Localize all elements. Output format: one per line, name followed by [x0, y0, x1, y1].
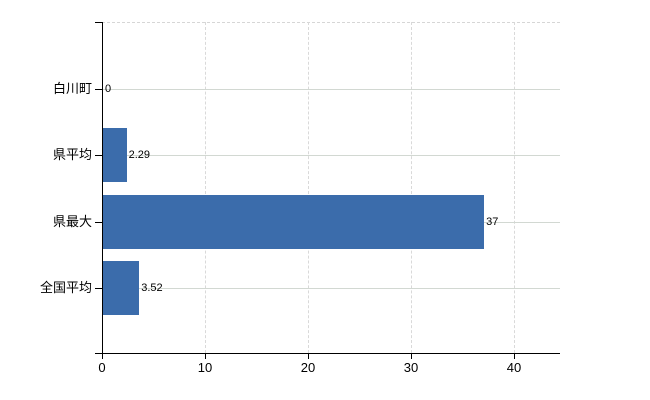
y-axis-tick — [95, 221, 102, 223]
y-axis-tick — [95, 88, 102, 90]
horizontal-gridline — [102, 155, 560, 156]
y-axis-tick — [95, 155, 102, 156]
category-label: 全国平均 — [39, 280, 92, 295]
category-label: 県最大 — [52, 213, 92, 229]
bar-value-label: 3.52 — [141, 282, 163, 294]
horizontal-gridline — [102, 288, 560, 289]
x-tick-label: 40 — [506, 360, 522, 375]
bar-value-label: 2.29 — [128, 149, 150, 161]
vertical-gridline — [205, 22, 206, 353]
y-axis-top-tick — [95, 22, 102, 23]
plot-top-border — [102, 22, 560, 23]
x-axis-tick — [514, 354, 515, 359]
bar — [103, 261, 140, 315]
y-axis-line — [102, 22, 103, 353]
bar — [103, 194, 485, 249]
bar-value-label: 0 — [105, 82, 112, 95]
horizontal-gridline — [102, 88, 560, 90]
x-axis-tick — [411, 354, 412, 359]
bar — [103, 128, 127, 182]
vertical-gridline — [308, 22, 309, 353]
x-axis-tick — [205, 354, 206, 359]
category-label: 県平均 — [52, 147, 92, 162]
x-axis-tick — [102, 354, 103, 359]
plot-area: 0 2.29 37 3.52 — [102, 22, 560, 353]
x-axis-tick — [308, 354, 309, 359]
x-tick-label: 30 — [403, 360, 419, 375]
x-tick-label: 0 — [98, 360, 106, 375]
x-axis-line — [95, 353, 560, 354]
x-tick-label: 10 — [197, 360, 213, 375]
vertical-gridline — [411, 22, 412, 353]
category-label: 白川町 — [52, 80, 92, 96]
y-axis-tick — [95, 288, 102, 289]
x-tick-label: 20 — [300, 360, 316, 375]
vertical-gridline — [514, 22, 515, 353]
bar-value-label: 37 — [486, 215, 499, 228]
